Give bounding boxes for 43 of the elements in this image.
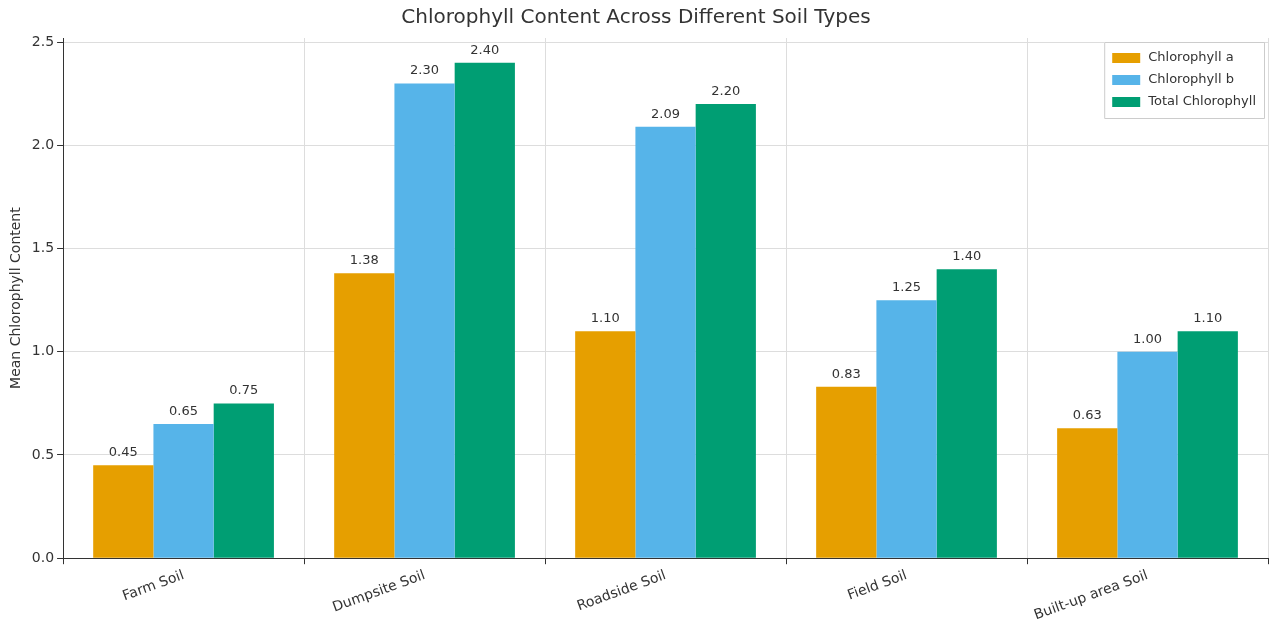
bar xyxy=(1057,428,1118,558)
y-tick-label: 1.0 xyxy=(31,342,55,359)
y-tick-label: 2.5 xyxy=(31,32,55,49)
y-axis-title: Mean Chlorophyll Content xyxy=(7,206,24,389)
bar xyxy=(454,62,515,558)
data-label: 0.65 xyxy=(169,402,199,418)
x-tick-label: Field Soil xyxy=(845,566,909,603)
legend-label: Total Chlorophyll xyxy=(1147,93,1256,109)
bar xyxy=(334,273,395,558)
legend-label: Chlorophyll a xyxy=(1148,49,1234,65)
data-label: 1.10 xyxy=(590,310,620,325)
chart-title: Chlorophyll Content Across Different Soil Types xyxy=(401,4,871,29)
bar xyxy=(394,83,455,558)
data-label: 0.75 xyxy=(229,382,259,398)
x-tick-label: Farm Soil xyxy=(120,566,186,604)
data-label: 1.40 xyxy=(952,248,982,264)
data-label: 0.83 xyxy=(831,365,861,381)
bar xyxy=(876,300,937,558)
y-tick-label: 2.0 xyxy=(31,135,55,152)
data-label: 0.45 xyxy=(108,444,138,460)
bar xyxy=(695,104,756,558)
bar xyxy=(635,126,696,558)
bar xyxy=(1117,351,1178,558)
data-label: 1.38 xyxy=(349,252,379,268)
y-tick-label: 1.5 xyxy=(31,239,55,256)
bar xyxy=(213,403,274,558)
data-label: 0.63 xyxy=(1072,407,1102,423)
y-tick-label: 0.0 xyxy=(31,548,55,565)
data-label: 1.25 xyxy=(892,279,921,295)
bar xyxy=(93,465,154,558)
bar xyxy=(575,331,636,558)
data-label: 2.40 xyxy=(470,41,500,57)
data-label: 2.09 xyxy=(651,105,681,121)
bar xyxy=(153,424,214,558)
data-label: 1.10 xyxy=(1193,310,1223,325)
data-label: 1.00 xyxy=(1133,330,1162,346)
bar xyxy=(1177,331,1238,558)
legend-label: Chlorophyll b xyxy=(1148,71,1234,87)
y-tick-label: 0.5 xyxy=(31,445,55,462)
bar xyxy=(936,269,997,558)
bar xyxy=(816,386,877,558)
data-label: 2.20 xyxy=(711,82,741,98)
data-label: 2.30 xyxy=(410,62,440,78)
